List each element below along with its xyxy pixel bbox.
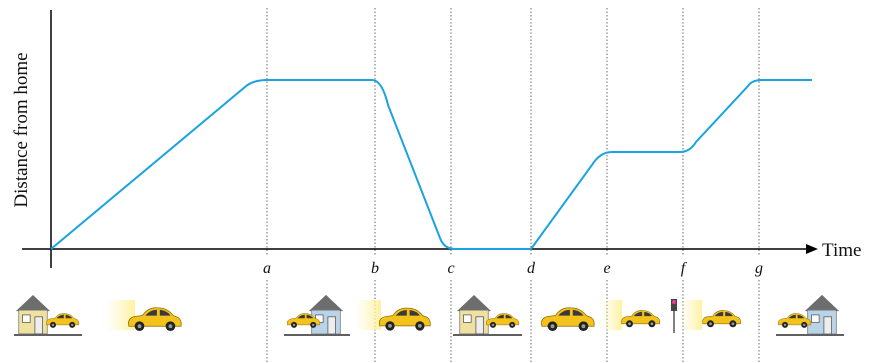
marker-label: e [603, 260, 610, 277]
marker-lines [266, 8, 760, 363]
marker-label: a [263, 260, 271, 277]
marker-label: b [371, 260, 379, 277]
y-axis-label: Distance from home [11, 52, 32, 207]
scene-icons [14, 294, 844, 336]
marker-label: d [527, 260, 536, 277]
distance-curve [50, 79, 812, 250]
x-axis-label: Time [822, 240, 861, 261]
x-axis-arrow [806, 244, 818, 254]
marker-label: c [447, 260, 454, 277]
marker-label: g [755, 260, 763, 277]
marker-label: f [681, 260, 688, 277]
